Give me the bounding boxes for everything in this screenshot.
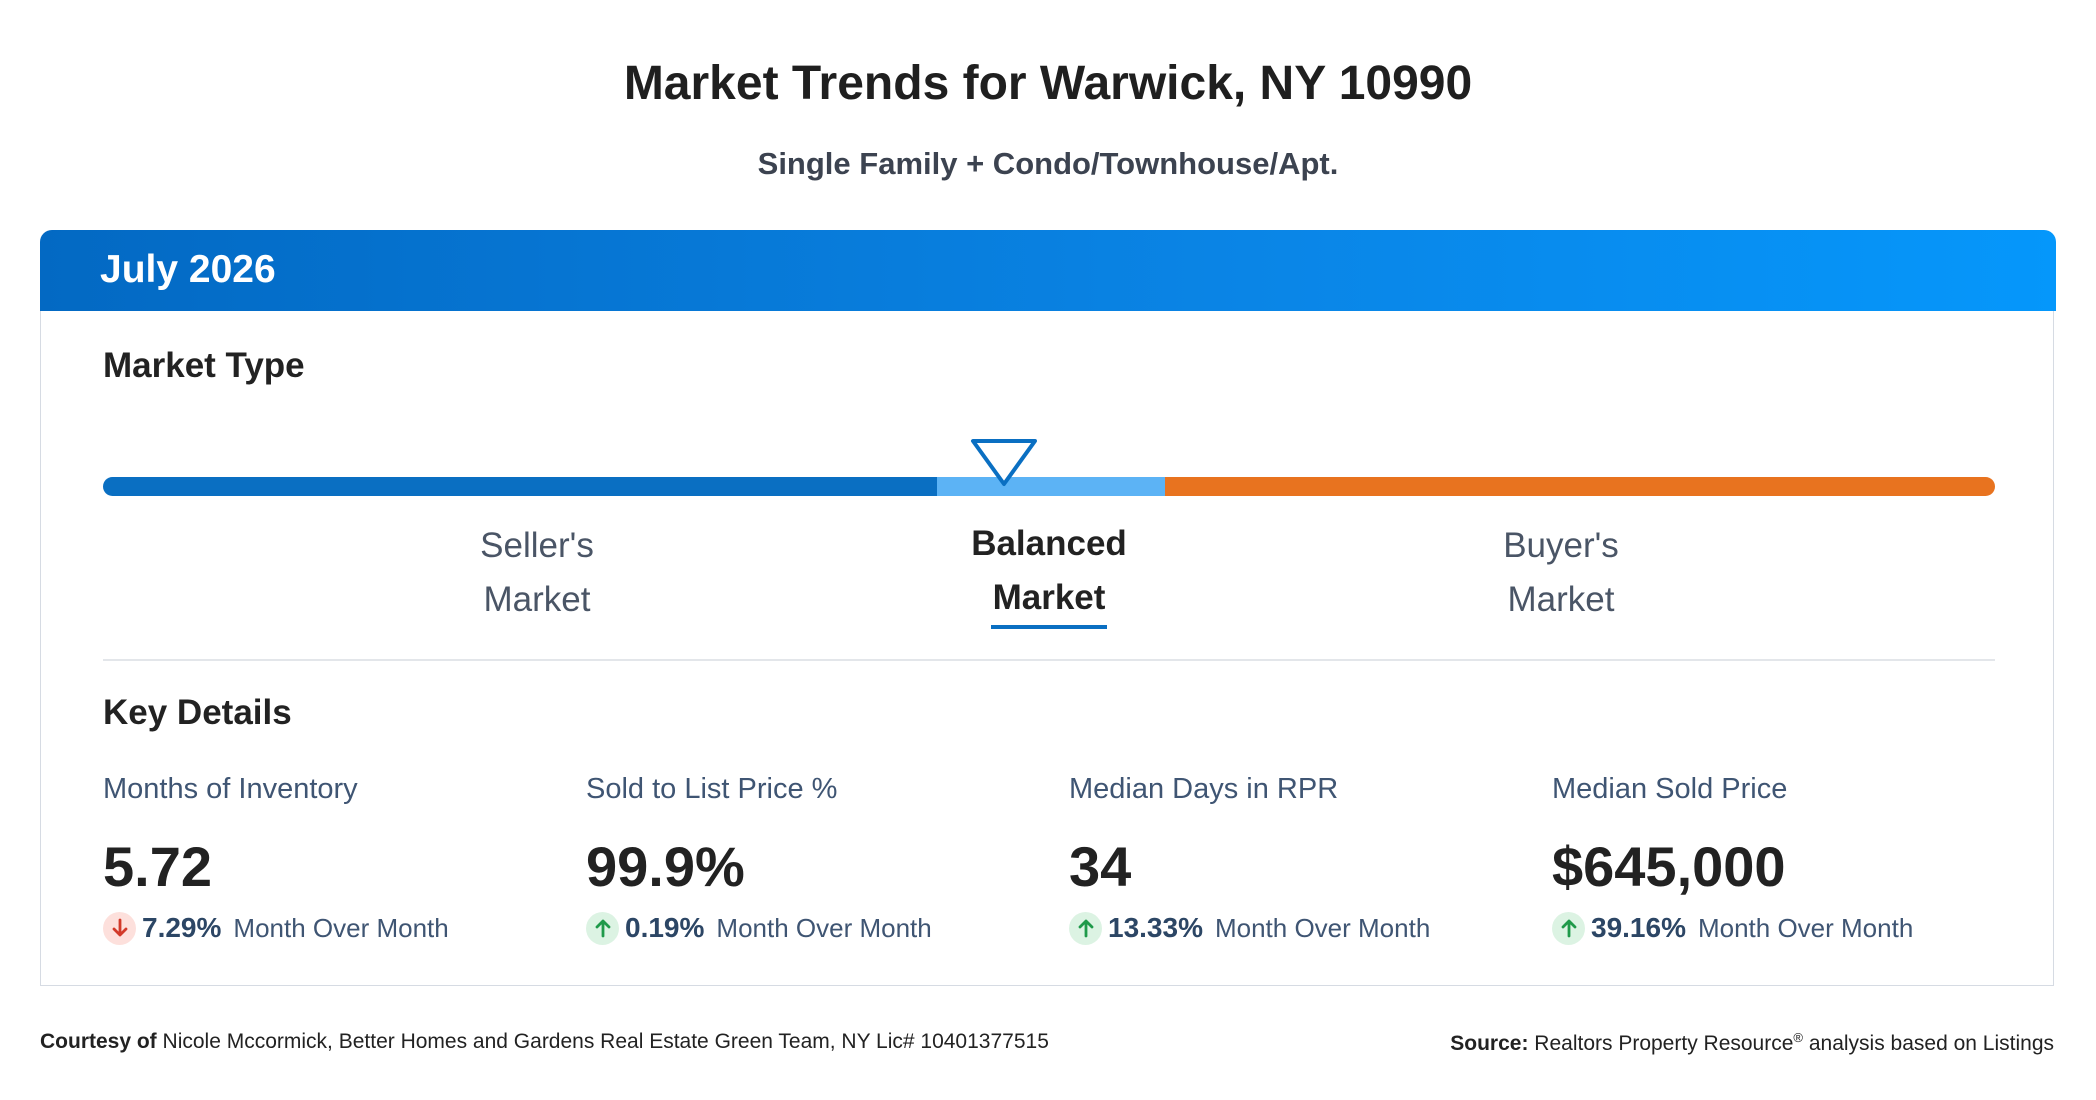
source-text: Realtors Property Resource xyxy=(1534,1032,1794,1055)
stat-sold-to-list-price: Sold to List Price % 99.9% 0.19% Month O… xyxy=(586,773,1046,945)
arrow-up-icon xyxy=(1069,911,1102,945)
stat-change-percent: 0.19% xyxy=(625,912,705,943)
seller-market-segment xyxy=(103,477,937,496)
courtesy-text: Nicole Mccormick, Better Homes and Garde… xyxy=(162,1030,1049,1053)
stat-label: Median Sold Price xyxy=(1552,773,1788,805)
stat-change-percent: 7.29% xyxy=(142,912,222,943)
market-indicator-icon xyxy=(971,439,1037,486)
buyer-market-label-line2: Market xyxy=(1507,580,1615,619)
stat-change-text: Month Over Month xyxy=(716,912,932,943)
balanced-market-underline xyxy=(991,625,1107,629)
stat-change: 13.33% Month Over Month xyxy=(1069,911,1529,945)
arrow-down-icon xyxy=(103,911,136,945)
stat-change: 39.16% Month Over Month xyxy=(1552,911,2012,945)
stat-change-percent: 39.16% xyxy=(1591,912,1686,943)
stat-change: 0.19% Month Over Month xyxy=(586,911,1046,945)
arrow-up-icon xyxy=(586,911,619,945)
source-text-2: analysis based on Listings xyxy=(1808,1032,2054,1055)
page-title: Market Trends for Warwick, NY 10990 xyxy=(623,57,1473,110)
buyer-market-label-line1: Buyer's xyxy=(1503,526,1619,565)
balanced-market-label[interactable]: Balanced Market xyxy=(899,517,1199,625)
stat-value: 34 xyxy=(1069,835,1132,898)
stat-label: Months of Inventory xyxy=(103,773,358,805)
stat-label: Sold to List Price % xyxy=(586,773,838,805)
section-divider xyxy=(103,659,1995,661)
stat-value: 99.9% xyxy=(586,835,745,898)
footer-courtesy: Courtesy of Nicole Mccormick, Better Hom… xyxy=(40,1030,1049,1054)
key-details-heading: Key Details xyxy=(103,693,292,732)
stat-months-of-inventory: Months of Inventory 5.72 7.29% Month Ove… xyxy=(103,773,563,945)
stat-change-text: Month Over Month xyxy=(1697,912,1914,943)
arrow-up-icon xyxy=(1552,911,1585,945)
stat-change-percent: 13.33% xyxy=(1108,912,1203,943)
stat-value: $645,000 xyxy=(1552,835,1786,898)
stat-change-text: Month Over Month xyxy=(1214,912,1431,943)
stat-change: 7.29% Month Over Month xyxy=(103,911,563,945)
market-type-bar xyxy=(103,477,1995,496)
courtesy-label: Courtesy of xyxy=(40,1030,157,1053)
seller-market-label[interactable]: Seller's Market xyxy=(387,519,687,627)
stat-change-text: Month Over Month xyxy=(233,912,449,943)
footer-source: Source: Realtors Property Resource® anal… xyxy=(1450,1030,2054,1056)
seller-market-label-line2: Market xyxy=(483,580,591,619)
market-type-heading: Market Type xyxy=(103,346,305,385)
buyer-market-label[interactable]: Buyer's Market xyxy=(1411,519,1711,627)
balanced-market-label-line2: Market xyxy=(992,578,1106,617)
period-title: July 2026 xyxy=(100,248,276,291)
seller-market-label-line1: Seller's xyxy=(480,526,594,565)
stat-median-sold-price: Median Sold Price $645,000 39.16% Month … xyxy=(1552,773,2012,945)
stat-median-days-in-rpr: Median Days in RPR 34 13.33% Month Over … xyxy=(1069,773,1529,945)
balanced-market-label-line1: Balanced xyxy=(971,524,1127,563)
card-header: July 2026 xyxy=(40,230,2056,311)
registered-mark: ® xyxy=(1793,1030,1803,1045)
market-trends-card: July 2026 Market Type Seller's Market Ba… xyxy=(40,230,2056,986)
balanced-market-segment xyxy=(937,477,1165,496)
source-label: Source: xyxy=(1450,1032,1529,1055)
stat-value: 5.72 xyxy=(103,835,212,898)
stat-label: Median Days in RPR xyxy=(1069,773,1339,805)
buyer-market-segment xyxy=(1165,477,1995,496)
page-subtitle: Single Family + Condo/Townhouse/Apt. xyxy=(757,146,1339,181)
